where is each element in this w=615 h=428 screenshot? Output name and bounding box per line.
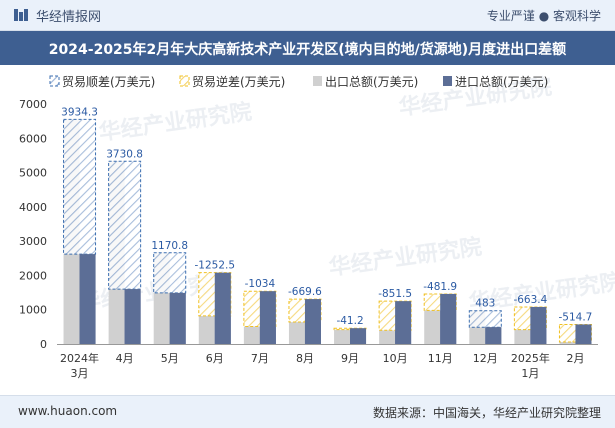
balance-label: 1170.8 [151,240,188,252]
x-tick-label: 7月 [251,352,269,365]
chart-area: 华经产业研究院华经产业研究院华经产业研究院华经产业研究院华经产业研究院 贸易顺差… [19,74,615,380]
import-bar-overlay [530,306,547,344]
import-bar-overlay [124,289,141,344]
legend-surplus-swatch [49,75,60,87]
slogan: 专业严谨 ● 客观科学 [486,9,601,23]
balance-label: -481.9 [423,281,457,293]
y-tick-label: 7000 [19,98,47,111]
footer: www.huaon.com 数据来源：中国海关，华经产业研究院整理 [0,395,615,428]
balance-label: 483 [475,298,495,310]
balance-label: 3730.8 [106,148,143,160]
export-bar[interactable] [243,326,260,344]
balance-label: -663.4 [513,294,547,306]
legend-import-swatch [443,76,452,86]
legend-export-label: 出口总额(万美元) [325,75,418,89]
export-bar[interactable] [334,329,351,344]
surplus-bar[interactable] [468,310,502,328]
legend-import[interactable]: 进口总额(万美元) [443,75,548,89]
x-tick-label: 4月 [116,352,134,365]
surplus-bar[interactable] [63,118,97,255]
top-bar: 华经情报网 专业严谨 ● 客观科学 [0,0,615,31]
title-bar: 2024-2025年2月年大庆高新技术产业开发区(境内目的地/货源地)月度进出口… [0,31,615,65]
x-tick-label: 5月 [161,352,179,365]
balance-label: -41.2 [336,315,363,327]
x-tick-label: 8月 [296,352,314,365]
export-bar[interactable] [559,341,576,344]
x-tick-label: 10月 [383,352,408,365]
balance-label: -514.7 [559,311,593,323]
balance-label: -1252.5 [195,260,236,272]
y-tick-label: 2000 [19,269,47,282]
balance-label: -851.5 [378,288,412,300]
export-bar[interactable] [514,329,531,344]
y-tick-label: 4000 [19,201,47,214]
import-bar-overlay [214,272,231,344]
import-bar-overlay [79,254,96,344]
balance-label: -1034 [245,278,276,290]
legend-surplus[interactable]: 贸易顺差(万美元) [49,75,155,89]
legend-deficit[interactable]: 贸易逆差(万美元) [179,74,285,89]
import-bar-overlay [259,291,276,344]
export-bar[interactable] [379,330,396,344]
legend-deficit-swatch [179,75,190,87]
export-bar[interactable] [288,322,305,344]
import-bar-overlay [395,301,412,344]
balance-label: 3934.3 [61,106,98,118]
x-tick-label: 9月 [341,352,359,365]
import-bar-overlay [485,327,502,344]
x-tick-label: 1月 [521,367,539,380]
watermark-text: 华经产业研究院 [97,99,253,146]
x-tick-label: 6月 [206,352,224,365]
legend: 贸易顺差(万美元) 贸易逆差(万美元) 出口总额(万美元) 进口总额(万美元) [49,74,548,89]
import-bar-overlay [440,293,457,344]
brand-name[interactable]: 华经情报网 [36,10,102,25]
legend-surplus-label: 贸易顺差(万美元) [62,75,155,89]
surplus-bar[interactable] [153,252,187,294]
legend-export[interactable]: 出口总额(万美元) [313,75,418,89]
import-bar-overlay [304,299,321,344]
x-tick-label: 12月 [473,352,498,365]
x-tick-label: 2025年 [511,351,550,365]
export-bar[interactable] [424,310,441,344]
watermark-text: 华经产业研究院 [327,234,483,281]
import-bar-overlay [350,328,367,344]
x-tick-label: 11月 [428,352,453,365]
x-tick-label: 3月 [71,367,89,380]
x-tick-label: 2月 [566,352,584,365]
website-link[interactable]: www.huaon.com [18,404,118,418]
surplus-bar[interactable] [108,160,142,290]
y-tick-label: 0 [40,338,47,351]
x-tick-label: 2024年 [60,351,99,365]
data-source: 数据来源：中国海关，华经产业研究院整理 [372,406,601,420]
import-bar-overlay [575,324,592,344]
y-tick-label: 1000 [19,304,47,317]
y-tick-label: 6000 [19,132,47,145]
y-tick-label: 5000 [19,167,47,180]
import-bar-overlay [169,292,186,344]
y-tick-label: 3000 [19,235,47,248]
export-bar[interactable] [198,315,215,344]
legend-deficit-label: 贸易逆差(万美元) [192,74,285,89]
legend-import-label: 进口总额(万美元) [455,75,548,89]
logo-icon [14,9,28,21]
balance-label: -669.6 [288,286,322,298]
chart-title: 2024-2025年2月年大庆高新技术产业开发区(境内目的地/货源地)月度进出口… [48,42,567,58]
legend-export-swatch [313,76,322,86]
